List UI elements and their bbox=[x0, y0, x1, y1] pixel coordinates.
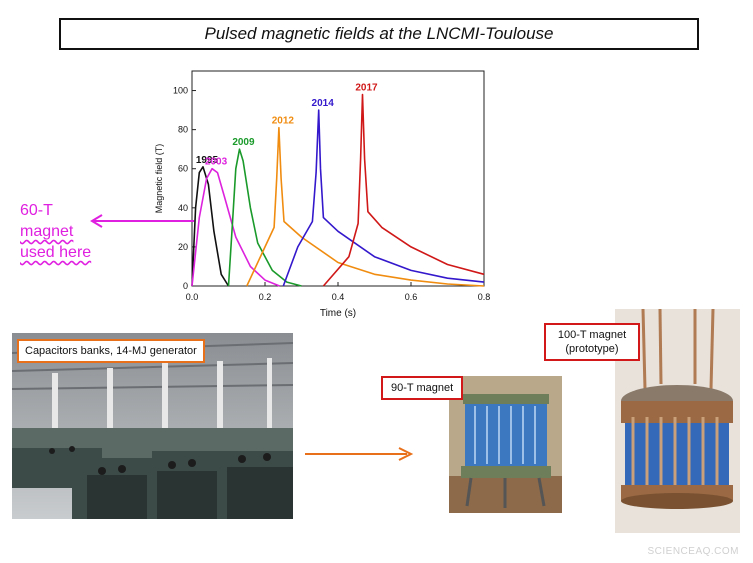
y-tick-label: 40 bbox=[178, 203, 188, 213]
magnet-100t-tag: 100-T magnet (prototype) bbox=[544, 323, 640, 361]
y-axis-label: Magnetic field (T) bbox=[154, 144, 164, 214]
x-tick-label: 0.0 bbox=[186, 292, 199, 302]
x-axis-label: Time (s) bbox=[320, 308, 356, 319]
series-line-2009 bbox=[227, 148, 302, 287]
figure-title-text: Pulsed magnetic fields at the LNCMI-Toul… bbox=[204, 24, 554, 43]
series-label-2003: 2003 bbox=[205, 157, 228, 168]
y-tick-label: 0 bbox=[183, 281, 188, 291]
side-label-line2: magnet bbox=[20, 223, 74, 240]
series-label-2017: 2017 bbox=[355, 82, 378, 93]
magnet-100t-tag-line1: 100-T magnet bbox=[557, 329, 627, 341]
y-tick-label: 100 bbox=[173, 86, 188, 96]
x-tick-label: 0.8 bbox=[478, 292, 491, 302]
series-label-2012: 2012 bbox=[272, 116, 295, 127]
series-label-2014: 2014 bbox=[312, 98, 335, 109]
series-line-1995 bbox=[191, 166, 230, 287]
x-tick-label: 0.6 bbox=[405, 292, 418, 302]
magnet-90t-tag: 90-T magnet bbox=[381, 376, 464, 400]
magnet-100t-tag-line2: (prototype) bbox=[565, 343, 619, 355]
side-arrow bbox=[90, 214, 194, 228]
series-line-2003 bbox=[191, 167, 280, 287]
y-tick-label: 60 bbox=[178, 164, 188, 174]
capacitors-tag: Capacitors banks, 14-MJ generator bbox=[17, 339, 205, 363]
series-line-2014 bbox=[282, 109, 485, 287]
series-line-2017 bbox=[322, 93, 485, 287]
side-label-line3: used here bbox=[20, 244, 92, 261]
series-label-2009: 2009 bbox=[232, 137, 255, 148]
side-label-line1: 60-T bbox=[20, 202, 53, 219]
y-tick-label: 80 bbox=[178, 125, 188, 135]
magnetic-field-chart: 0.0 0.2 0.4 0.6 0.8 0 20 40 60 80 100 Time (s) Magne… bbox=[154, 70, 491, 319]
y-tick-label: 20 bbox=[178, 242, 188, 252]
capacitor-bank-photo bbox=[12, 333, 293, 519]
series-label-1995: 1995 bbox=[196, 155, 219, 166]
x-tick-label: 0.2 bbox=[259, 292, 272, 302]
figure-title: Pulsed magnetic fields at the LNCMI-Toul… bbox=[59, 18, 699, 50]
60t-magnet-label: 60-T magnet used here bbox=[20, 200, 130, 263]
series-line-2012 bbox=[246, 126, 485, 287]
generator-to-magnet-arrow bbox=[305, 447, 414, 461]
magnet-90t-photo bbox=[449, 376, 562, 513]
watermark: SCIENCEAQ.COM bbox=[647, 546, 739, 557]
x-tick-label: 0.4 bbox=[332, 292, 345, 302]
